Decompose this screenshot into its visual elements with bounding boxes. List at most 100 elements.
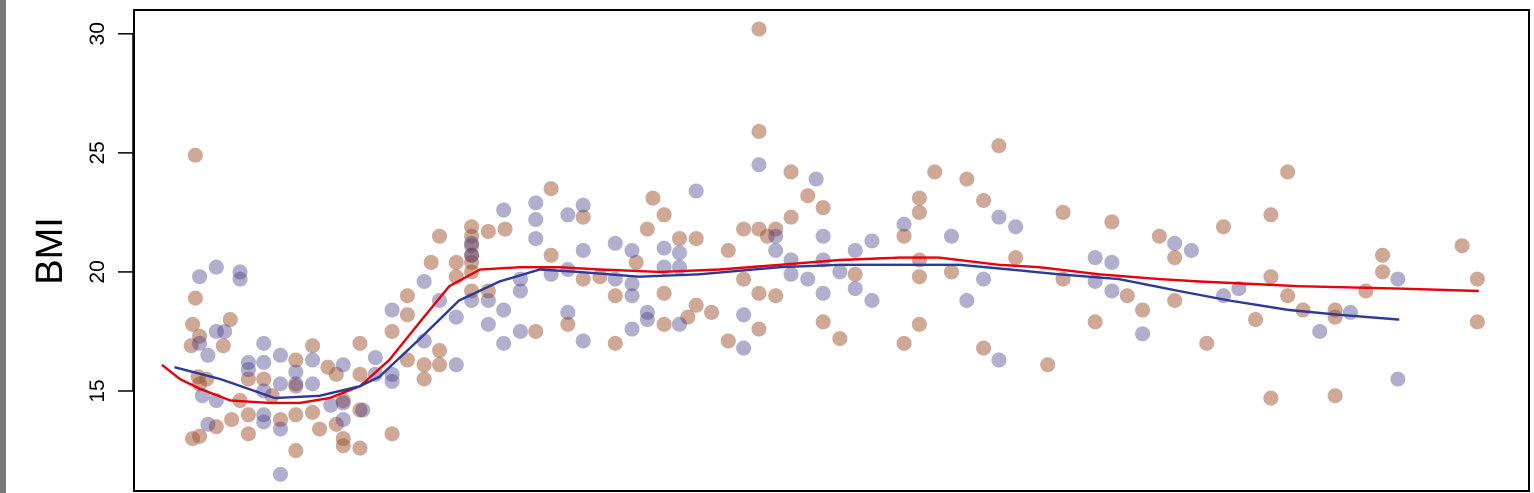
group-brown-point xyxy=(1280,288,1296,304)
group-brown-point xyxy=(185,316,201,332)
group-brown-point xyxy=(528,323,544,339)
group-blue-point xyxy=(288,364,304,380)
group-blue-point xyxy=(864,293,880,309)
group-blue-point xyxy=(991,352,1007,368)
y-tick-label: 20 xyxy=(86,260,109,283)
group-blue-point xyxy=(480,316,496,332)
group-brown-point xyxy=(1469,271,1485,287)
group-brown-point xyxy=(991,138,1007,154)
group-blue-point xyxy=(624,276,640,292)
group-brown-point xyxy=(224,412,240,428)
group-brown-point xyxy=(671,231,687,247)
group-brown-point xyxy=(911,190,927,206)
group-brown-point xyxy=(328,416,344,432)
group-brown-point xyxy=(607,335,623,351)
smooth-blue-line xyxy=(174,263,1400,400)
group-brown-point xyxy=(416,371,432,387)
group-brown-point xyxy=(1469,314,1485,330)
group-brown-point xyxy=(560,316,576,332)
group-blue-point xyxy=(448,357,464,373)
group-brown-point xyxy=(352,440,368,456)
group-brown-point xyxy=(399,352,415,368)
group-blue-point xyxy=(256,335,272,351)
group-brown-point xyxy=(639,221,655,237)
group-brown-point xyxy=(305,404,321,420)
group-brown-point xyxy=(800,188,816,204)
group-brown-point xyxy=(352,335,368,351)
group-blue-point xyxy=(256,407,272,423)
group-blue-point xyxy=(560,262,576,278)
group-blue-point xyxy=(1231,281,1247,297)
group-blue-point xyxy=(323,397,339,413)
group-brown-point xyxy=(680,309,696,325)
group-brown-point xyxy=(959,171,975,187)
group-blue-point xyxy=(991,209,1007,225)
group-brown-point xyxy=(352,402,368,418)
group-brown-point xyxy=(1040,357,1056,373)
group-brown-point xyxy=(783,164,799,180)
group-brown-point xyxy=(1454,238,1470,254)
group-blue-point xyxy=(1135,326,1151,342)
group-blue-point xyxy=(384,302,400,318)
group-brown-point xyxy=(399,288,415,304)
group-brown-point xyxy=(448,254,464,270)
group-blue-point xyxy=(480,293,496,309)
group-blue-point xyxy=(272,376,288,392)
group-blue-point xyxy=(1312,323,1328,339)
group-brown-point xyxy=(432,357,448,373)
group-blue-point xyxy=(464,247,480,263)
group-brown-point xyxy=(543,247,559,263)
group-brown-point xyxy=(751,285,767,301)
group-blue-point xyxy=(1087,250,1103,266)
group-brown-point xyxy=(656,285,672,301)
group-brown-point xyxy=(704,304,720,320)
scatter-points xyxy=(183,21,1485,482)
group-brown-point xyxy=(911,204,927,220)
group-blue-point xyxy=(288,376,304,392)
group-blue-point xyxy=(959,293,975,309)
group-brown-point xyxy=(1263,269,1279,285)
smooth-red-line xyxy=(161,256,1479,405)
group-brown-point xyxy=(1008,250,1024,266)
group-blue-point xyxy=(639,312,655,328)
group-brown-point xyxy=(976,340,992,356)
smooth-lines xyxy=(161,256,1479,405)
group-blue-point xyxy=(808,171,824,187)
group-blue-point xyxy=(976,271,992,287)
group-brown-point xyxy=(1215,219,1231,235)
group-brown-point xyxy=(847,266,863,282)
group-blue-point xyxy=(864,233,880,249)
group-brown-point xyxy=(240,407,256,423)
group-blue-point xyxy=(1008,219,1024,235)
group-brown-point xyxy=(1087,314,1103,330)
group-brown-point xyxy=(1375,247,1391,263)
group-blue-point xyxy=(200,347,216,363)
group-blue-point xyxy=(232,271,248,287)
group-blue-point xyxy=(560,304,576,320)
group-brown-point xyxy=(222,312,238,328)
group-blue-point xyxy=(751,157,767,173)
group-brown-point xyxy=(1151,228,1167,244)
group-brown-point xyxy=(1295,302,1311,318)
group-blue-point xyxy=(512,323,528,339)
group-blue-point xyxy=(192,335,208,351)
group-blue-point xyxy=(1342,304,1358,320)
y-tick-label: 15 xyxy=(86,379,109,402)
group-blue-point xyxy=(1183,243,1199,258)
group-brown-point xyxy=(1167,250,1183,266)
group-brown-point xyxy=(288,443,304,459)
group-brown-point xyxy=(187,147,203,163)
group-brown-point xyxy=(288,352,304,368)
group-brown-point xyxy=(1248,312,1264,328)
group-brown-point xyxy=(187,290,203,306)
group-brown-point xyxy=(628,254,644,270)
group-brown-point xyxy=(335,393,351,409)
group-blue-point xyxy=(208,259,224,275)
group-blue-point xyxy=(528,231,544,247)
group-blue-point xyxy=(575,243,591,258)
group-brown-point xyxy=(192,428,208,444)
group-brown-point xyxy=(335,438,351,454)
group-brown-point xyxy=(911,269,927,285)
group-blue-point xyxy=(192,269,208,285)
